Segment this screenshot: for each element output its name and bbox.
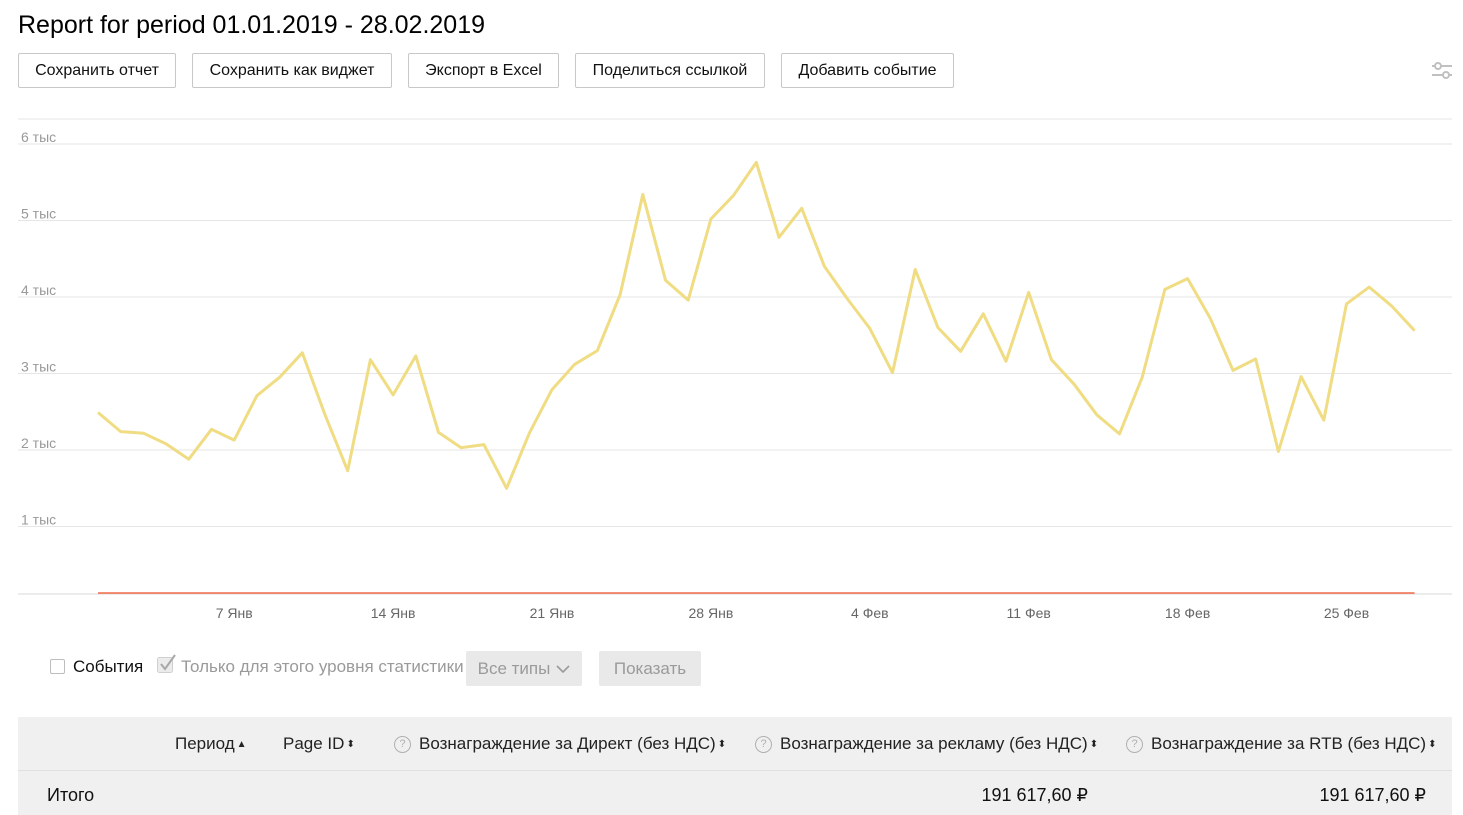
- page-id-header-label: Page ID: [283, 734, 345, 753]
- x-tick-label: 11 Фев: [1007, 605, 1051, 621]
- x-tick-label: 18 Фев: [1165, 605, 1210, 621]
- y-tick-label: 1 тыс: [21, 512, 56, 528]
- y-tick-label: 6 тыс: [21, 129, 56, 145]
- column-header-direct[interactable]: ? Вознаграждение за Директ (без НДС) ⬍: [394, 734, 726, 754]
- sort-asc-icon: ▲: [236, 739, 247, 750]
- events-checkbox[interactable]: [50, 659, 65, 674]
- all-types-dropdown[interactable]: Все типы: [466, 651, 582, 686]
- level-only-label: Только для этого уровня статистики: [181, 657, 464, 676]
- column-header-page-id[interactable]: Page ID ⬍: [283, 734, 355, 754]
- y-tick-label: 4 тыс: [21, 282, 56, 298]
- x-tick-label: 28 Янв: [689, 605, 734, 621]
- y-tick-label: 5 тыс: [21, 206, 56, 222]
- total-rtb-value: 191 617,60 ₽: [1319, 785, 1426, 805]
- save-as-widget-button[interactable]: Сохранить как виджет: [192, 53, 392, 88]
- x-tick-label: 14 Янв: [371, 605, 416, 621]
- column-header-period[interactable]: Период ▲: [175, 734, 247, 754]
- y-tick-label: 3 тыс: [21, 359, 56, 375]
- table-total-row: Итого 191 617,60 ₽ 191 617,60 ₽: [18, 771, 1452, 815]
- help-icon[interactable]: ?: [755, 736, 772, 753]
- add-event-button[interactable]: Добавить событие: [781, 53, 954, 88]
- line-chart: 1 тыс 2 тыс 3 тыс 4 тыс 5 тыс 6 тыс 7 Янв 14 Ян…: [0, 110, 1463, 630]
- chevron-down-icon: [556, 664, 570, 673]
- save-report-button[interactable]: Сохранить отчет: [18, 53, 176, 88]
- chart-controls: События Только для этого уровня статисти…: [0, 648, 1463, 688]
- period-header-label: Период: [175, 734, 235, 753]
- chart-svg: 1 тыс 2 тыс 3 тыс 4 тыс 5 тыс 6 тыс 7 Янв 14 Ян…: [18, 118, 1452, 621]
- sliders-icon[interactable]: [1430, 60, 1454, 82]
- rtb-header-label: Вознаграждение за RTB (без НДС): [1151, 734, 1427, 753]
- ads-header-label: Вознаграждение за рекламу (без НДС): [780, 734, 1088, 753]
- column-header-rtb[interactable]: ? Вознаграждение за RTB (без НДС) ⬍: [1126, 734, 1436, 754]
- events-label: События: [73, 657, 144, 676]
- x-tick-label: 4 Фев: [851, 605, 889, 621]
- export-excel-button[interactable]: Экспорт в Excel: [408, 53, 559, 88]
- all-types-label: Все типы: [477, 658, 551, 678]
- help-icon[interactable]: ?: [394, 736, 411, 753]
- y-tick-label: 2 тыс: [21, 435, 56, 451]
- x-tick-label: 25 Фев: [1324, 605, 1369, 621]
- column-header-ads[interactable]: ? Вознаграждение за рекламу (без НДС) ⬍: [755, 734, 1098, 754]
- report-title: Report for period 01.01.2019 - 28.02.201…: [18, 11, 486, 39]
- x-tick-label: 7 Янв: [216, 605, 253, 621]
- sort-icon: ⬍: [1428, 739, 1437, 750]
- total-ads-value: 191 617,60 ₽: [981, 785, 1088, 805]
- direct-header-label: Вознаграждение за Директ (без НДС): [419, 734, 716, 753]
- sort-icon: ⬍: [1089, 739, 1099, 750]
- share-link-button[interactable]: Поделиться ссылкой: [575, 53, 765, 88]
- total-label: Итого: [47, 785, 95, 805]
- help-icon[interactable]: ?: [1126, 736, 1143, 753]
- series-line: [97, 160, 1416, 490]
- sort-icon: ⬍: [717, 739, 727, 750]
- table-header-row: Период ▲ Page ID ⬍ ? Вознаграждение за Дире…: [18, 717, 1452, 771]
- x-tick-label: 21 Янв: [530, 605, 575, 621]
- show-button[interactable]: Показать: [599, 651, 701, 686]
- sort-icon: ⬍: [346, 739, 355, 750]
- level-only-checkbox[interactable]: [157, 654, 177, 674]
